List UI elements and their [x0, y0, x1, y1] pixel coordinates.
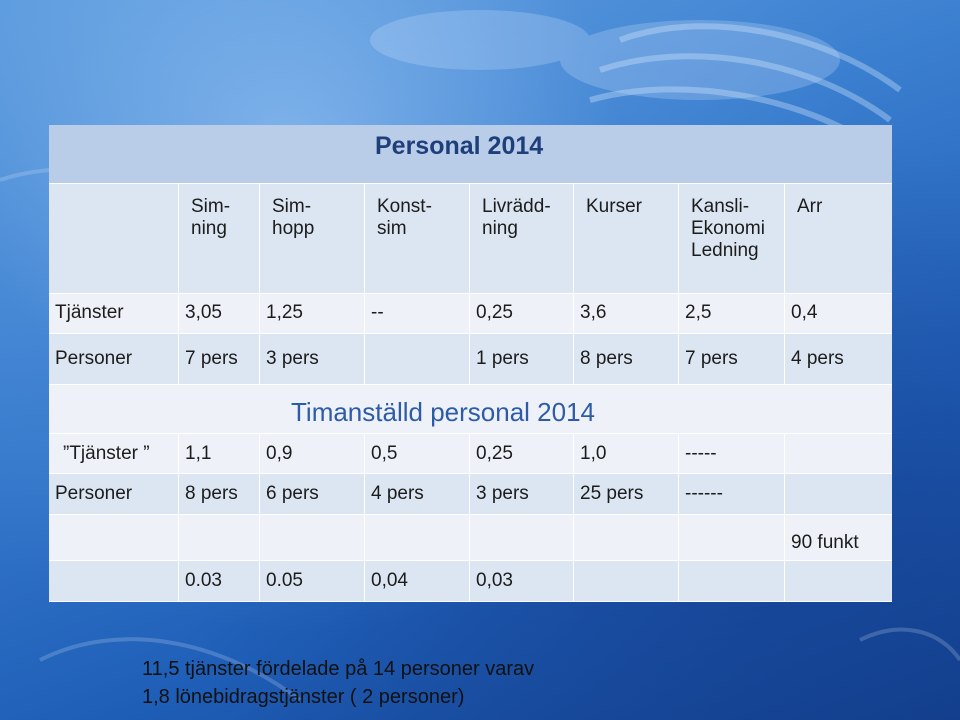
header-simhopp: Sim- hopp [272, 196, 315, 240]
table-cell: 2,5 [679, 293, 785, 334]
cell-text: 8 pers [580, 347, 633, 369]
table-cell: ------ [679, 474, 785, 515]
table-cell: 0,04 [365, 560, 470, 602]
table-cell: 3 pers [260, 333, 365, 386]
header-kurser: Kurser [586, 196, 642, 218]
table-cell: 0,9 [260, 434, 365, 475]
row-label: ”Tjänster ” [49, 434, 179, 475]
table-row: Tjänster 3,05 1,25 -- 0,25 3,6 2,5 0,4 [49, 293, 893, 334]
table-cell: 1 pers [470, 333, 574, 386]
table-row: Personer 8 pers 6 pers 4 pers 3 pers 25 … [49, 474, 893, 515]
header-arr: Arr [797, 196, 823, 218]
table-row: 90 funkt [49, 514, 893, 561]
table-cell [365, 514, 470, 561]
subtitle-row: Timanställd personal 2014 [49, 385, 893, 435]
table-cell: 8 pers [179, 474, 260, 515]
header-cell: Kansli- Ekonomi Ledning [679, 184, 785, 294]
table-cell: ----- [679, 434, 785, 475]
table-cell: 4 pers [785, 333, 893, 386]
table-cell: 1,25 [260, 293, 365, 334]
table-row: Personer 7 pers 3 pers 1 pers 8 pers 7 p… [49, 333, 893, 386]
table-cell [49, 514, 179, 561]
table-cell: 0,25 [470, 293, 574, 334]
table-cell: 1,0 [574, 434, 679, 475]
table-cell [785, 560, 893, 602]
header-simning: Sim- ning [191, 196, 231, 240]
header-cell: Arr [785, 184, 893, 294]
personal-table: Personal 2014 Sim- ning Sim- hopp Konst-… [49, 125, 893, 602]
row-label: Personer [49, 333, 179, 386]
table-cell: 6 pers [260, 474, 365, 515]
table-title: Personal 2014 [375, 132, 544, 160]
header-kansli: Kansli- Ekonomi Ledning [691, 196, 765, 262]
table-cell: 0.05 [260, 560, 365, 602]
table-cell [365, 333, 470, 386]
table-cell: 25 pers [574, 474, 679, 515]
table-cell: 0,4 [785, 293, 893, 334]
cell-text: 3 pers [266, 347, 319, 369]
cell-text: 4 pers [791, 347, 844, 369]
table-cell: 0,5 [365, 434, 470, 475]
table-cell: 1,1 [179, 434, 260, 475]
header-cell [49, 184, 179, 294]
table-cell [470, 514, 574, 561]
table-cell [785, 434, 893, 475]
header-livraddning: Livrädd- ning [482, 196, 551, 240]
table-cell [679, 560, 785, 602]
table-cell: -- [365, 293, 470, 334]
header-row: Sim- ning Sim- hopp Konst- sim Livrädd- … [49, 184, 893, 294]
header-konstsim: Konst- sim [377, 196, 432, 240]
table-cell: 0,03 [470, 560, 574, 602]
row-label: Personer [49, 474, 179, 515]
header-cell: Kurser [574, 184, 679, 294]
table-row: ”Tjänster ” 1,1 0,9 0,5 0,25 1,0 ----- [49, 434, 893, 475]
table-cell [574, 514, 679, 561]
table-title-row: Personal 2014 [49, 125, 893, 185]
table-cell: 0,25 [470, 434, 574, 475]
footer-note: 11,5 tjänster fördelade på 14 personer v… [142, 655, 534, 711]
subtitle-timanstalld: Timanställd personal 2014 [291, 397, 595, 428]
cell-text: 7 pers [185, 347, 238, 369]
table-cell [574, 560, 679, 602]
row-label: Tjänster [49, 293, 179, 334]
header-cell: Sim- ning [179, 184, 260, 294]
footer-line-2: 1,8 lönebidragstjänster ( 2 personer) [142, 686, 465, 708]
cell-text: 7 pers [685, 347, 738, 369]
table-cell: 4 pers [365, 474, 470, 515]
header-cell: Livrädd- ning [470, 184, 574, 294]
table-cell [785, 474, 893, 515]
header-cell: Konst- sim [365, 184, 470, 294]
table-cell: 0.03 [179, 560, 260, 602]
table-cell [49, 560, 179, 602]
table-cell: 3,05 [179, 293, 260, 334]
table-cell [179, 514, 260, 561]
header-cell: Sim- hopp [260, 184, 365, 294]
table-cell: 3 pers [470, 474, 574, 515]
table-cell [679, 514, 785, 561]
table-cell [260, 514, 365, 561]
table-row: 0.03 0.05 0,04 0,03 [49, 560, 893, 602]
table-cell: 8 pers [574, 333, 679, 386]
row-label-text: Personer [55, 347, 133, 369]
funkt-label: 90 funkt [785, 514, 893, 561]
table-cell: 7 pers [179, 333, 260, 386]
footer-line-1: 11,5 tjänster fördelade på 14 personer v… [142, 658, 535, 680]
table-cell: 3,6 [574, 293, 679, 334]
table-cell: 7 pers [679, 333, 785, 386]
cell-text: 1 pers [476, 347, 529, 369]
